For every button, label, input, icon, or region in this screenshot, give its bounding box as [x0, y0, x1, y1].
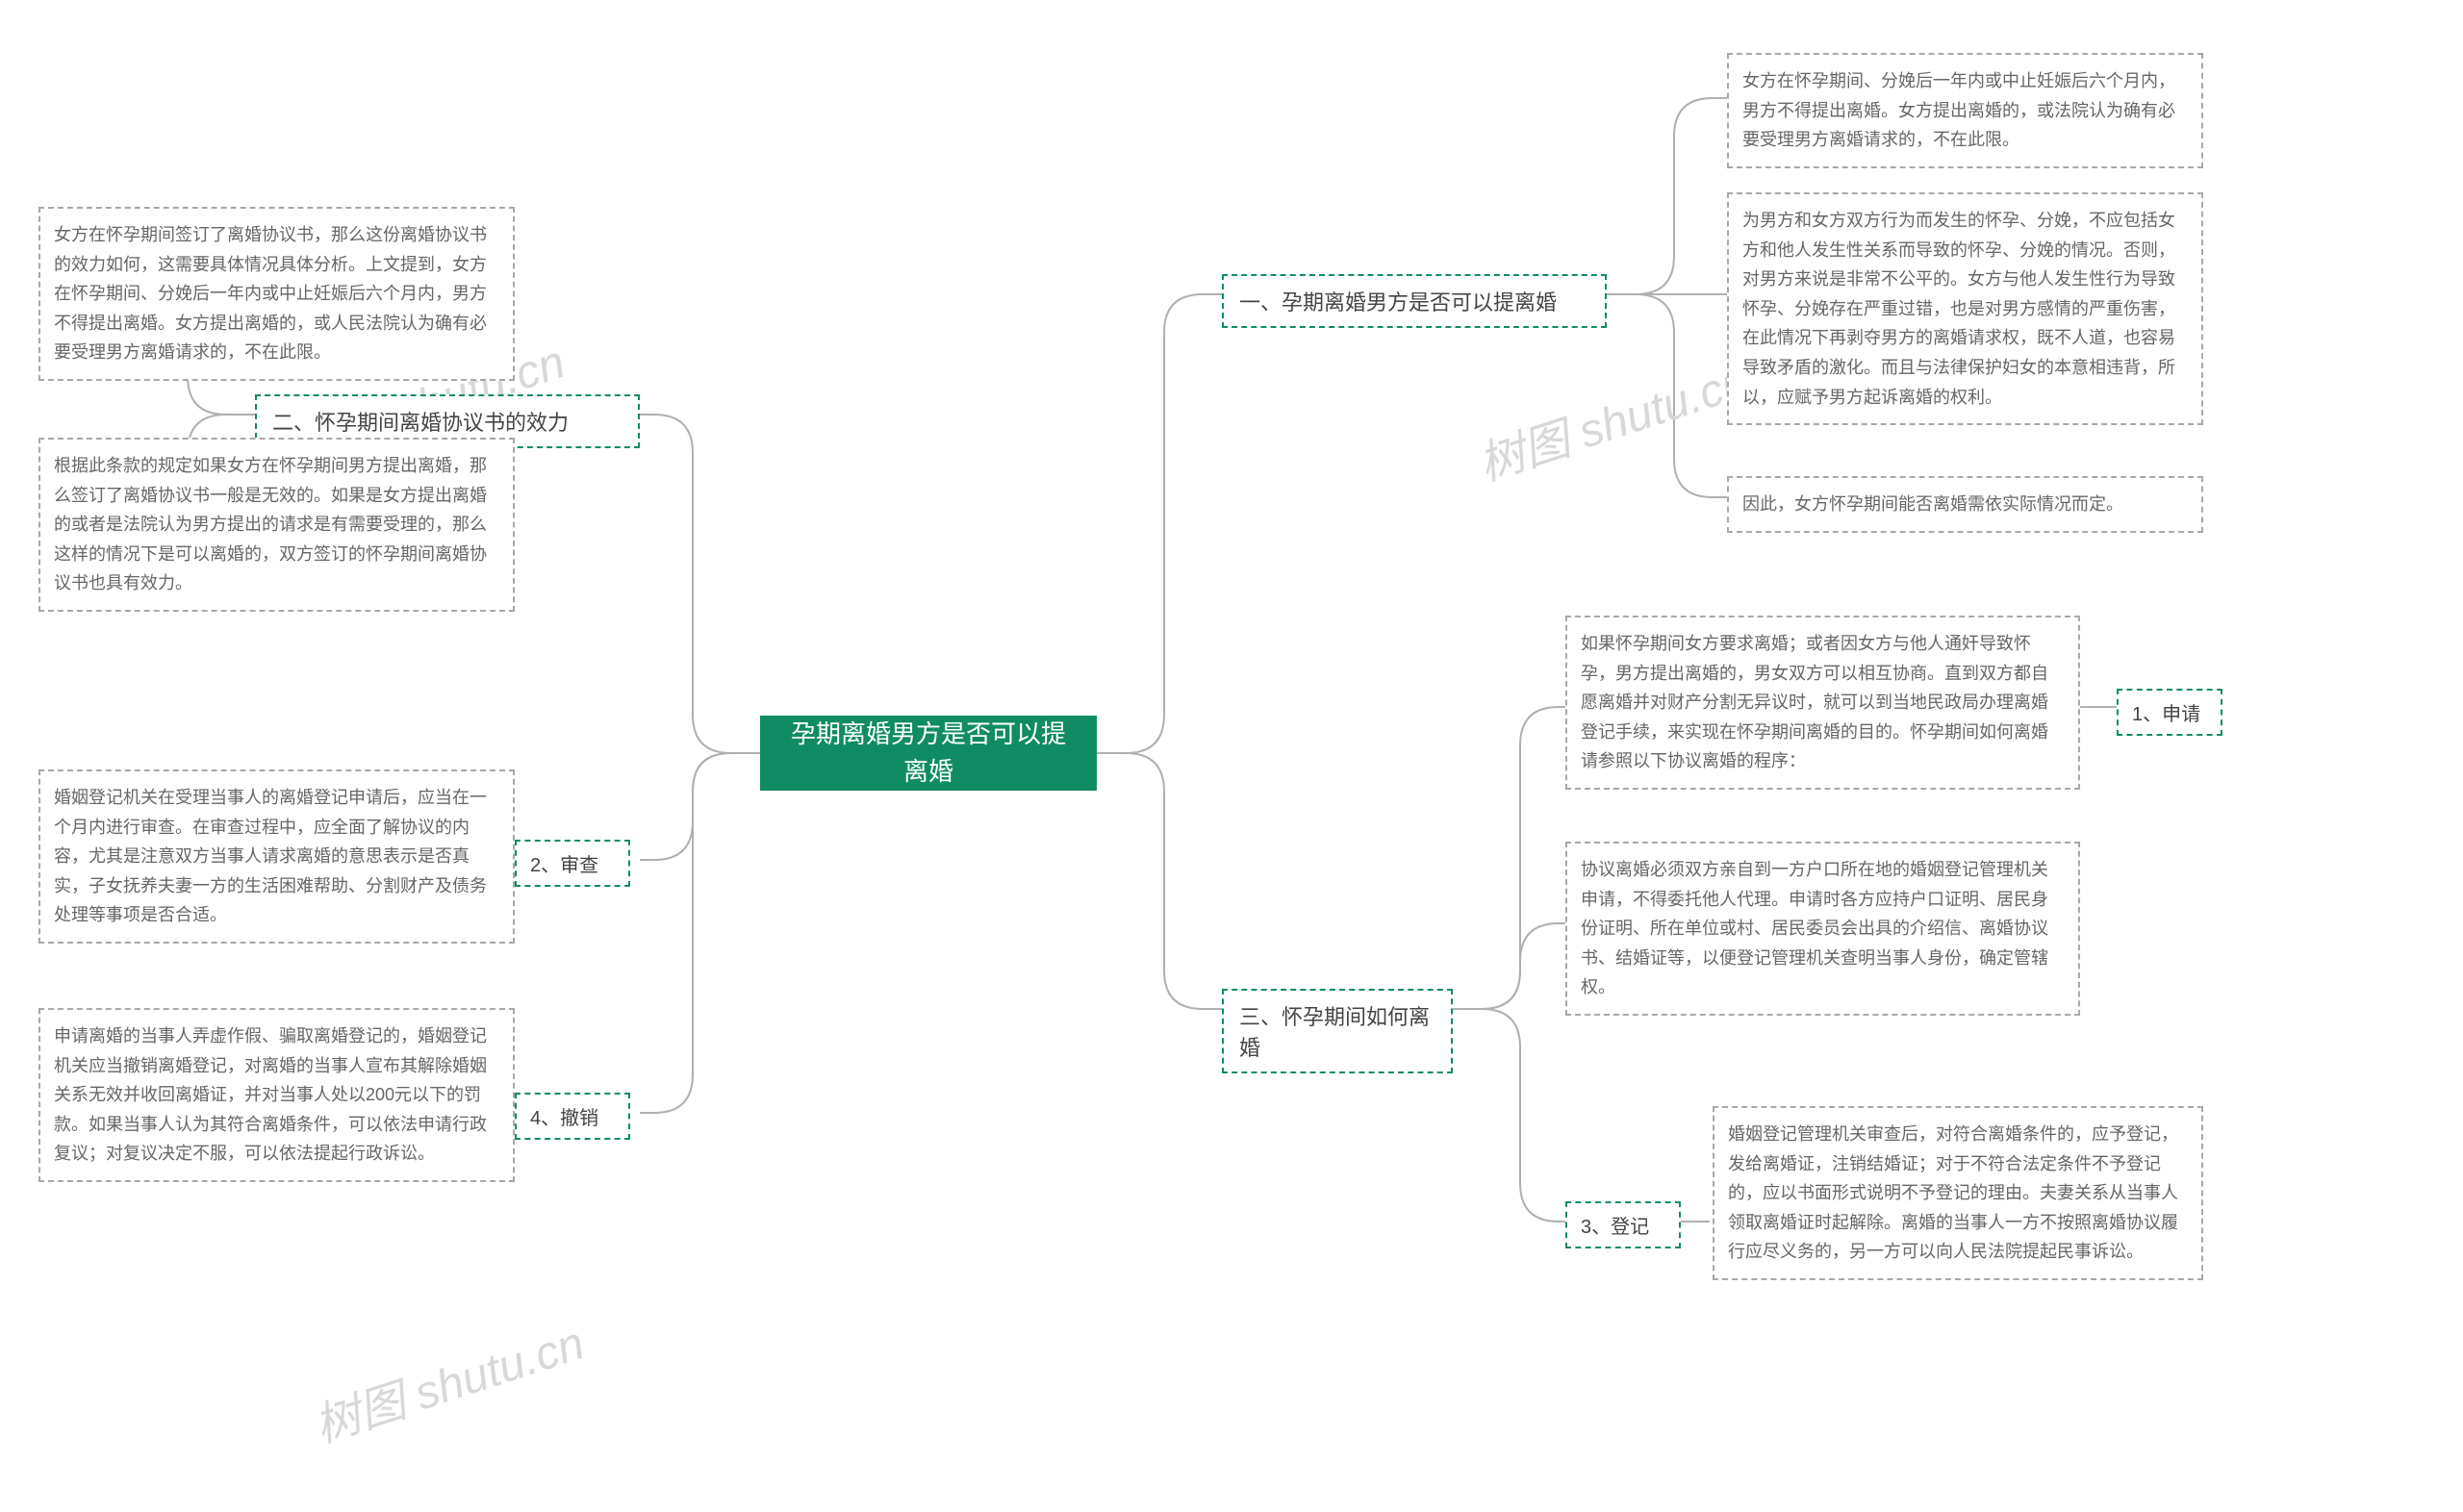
section-3-sub1: 1、申请: [2117, 689, 2222, 736]
section-sub4-para: 申请离婚的当事人弄虚作假、骗取离婚登记的，婚姻登记机关应当撤销离婚登记，对离婚的…: [38, 1008, 515, 1182]
section-1-para-3: 因此，女方怀孕期间能否离婚需依实际情况而定。: [1727, 476, 2203, 533]
heading-text: 三、怀孕期间如何离婚: [1239, 1000, 1435, 1062]
heading-text: 二、怀孕期间离婚协议书的效力: [272, 406, 569, 437]
sub-text: 2、审查: [530, 849, 598, 877]
para-text: 申请离婚的当事人弄虚作假、骗取离婚登记的，婚姻登记机关应当撤销离婚登记，对离婚的…: [54, 1026, 487, 1163]
center-topic: 孕期离婚男方是否可以提 离婚: [760, 716, 1097, 791]
para-text: 因此，女方怀孕期间能否离婚需依实际情况而定。: [1742, 494, 2123, 514]
section-3-sub1-para1: 如果怀孕期间女方要求离婚；或者因女方与他人通奸导致怀孕，男方提出离婚的，男女双方…: [1565, 616, 2080, 790]
section-1-para-2: 为男方和女方双方行为而发生的怀孕、分娩，不应包括女方和他人发生性关系而导致的怀孕…: [1727, 192, 2203, 425]
center-topic-text: 孕期离婚男方是否可以提 离婚: [791, 716, 1066, 791]
section-sub2-para: 婚姻登记机关在受理当事人的离婚登记申请后，应当在一个月内进行审查。在审查过程中，…: [38, 769, 515, 944]
section-2-para-1: 女方在怀孕期间签订了离婚协议书，那么这份离婚协议书的效力如何，这需要具体情况具体…: [38, 207, 515, 381]
para-text: 为男方和女方双方行为而发生的怀孕、分娩，不应包括女方和他人发生性关系而导致的怀孕…: [1742, 211, 2175, 407]
section-1-heading: 一、孕期离婚男方是否可以提离婚: [1222, 274, 1607, 328]
sub-text: 4、撤销: [530, 1102, 598, 1130]
para-text: 如果怀孕期间女方要求离婚；或者因女方与他人通奸导致怀孕，男方提出离婚的，男女双方…: [1581, 634, 2048, 770]
para-text: 女方在怀孕期间、分娩后一年内或中止妊娠后六个月内，男方不得提出离婚。女方提出离婚…: [1742, 71, 2175, 149]
para-text: 婚姻登记管理机关审查后，对符合离婚条件的，应予登记，发给离婚证，注销结婚证；对于…: [1728, 1124, 2178, 1261]
para-text: 根据此条款的规定如果女方在怀孕期间男方提出离婚，那么签订了离婚协议书一般是无效的…: [54, 456, 487, 592]
watermark: 树图 shutu.cn: [1468, 343, 1755, 493]
watermark: 树图 shutu.cn: [304, 1305, 591, 1455]
sub-text: 1、申请: [2132, 698, 2200, 726]
para-text: 婚姻登记机关在受理当事人的离婚登记申请后，应当在一个月内进行审查。在审查过程中，…: [54, 788, 487, 924]
section-1-para-1: 女方在怀孕期间、分娩后一年内或中止妊娠后六个月内，男方不得提出离婚。女方提出离婚…: [1727, 53, 2203, 168]
section-3-sub3-para: 婚姻登记管理机关审查后，对符合离婚条件的，应予登记，发给离婚证，注销结婚证；对于…: [1713, 1106, 2203, 1280]
sub-text: 3、登记: [1581, 1211, 1649, 1239]
para-text: 女方在怀孕期间签订了离婚协议书，那么这份离婚协议书的效力如何，这需要具体情况具体…: [54, 225, 487, 362]
section-sub2: 2、审查: [515, 840, 630, 887]
section-2-para-2: 根据此条款的规定如果女方在怀孕期间男方提出离婚，那么签订了离婚协议书一般是无效的…: [38, 438, 515, 612]
section-3-sub3: 3、登记: [1565, 1201, 1681, 1248]
section-3-sub1-para2: 协议离婚必须双方亲自到一方户口所在地的婚姻登记管理机关申请，不得委托他人代理。申…: [1565, 842, 2080, 1016]
section-sub4: 4、撤销: [515, 1093, 630, 1140]
heading-text: 一、孕期离婚男方是否可以提离婚: [1239, 286, 1557, 316]
section-3-heading: 三、怀孕期间如何离婚: [1222, 989, 1453, 1073]
para-text: 协议离婚必须双方亲自到一方户口所在地的婚姻登记管理机关申请，不得委托他人代理。申…: [1581, 860, 2048, 996]
